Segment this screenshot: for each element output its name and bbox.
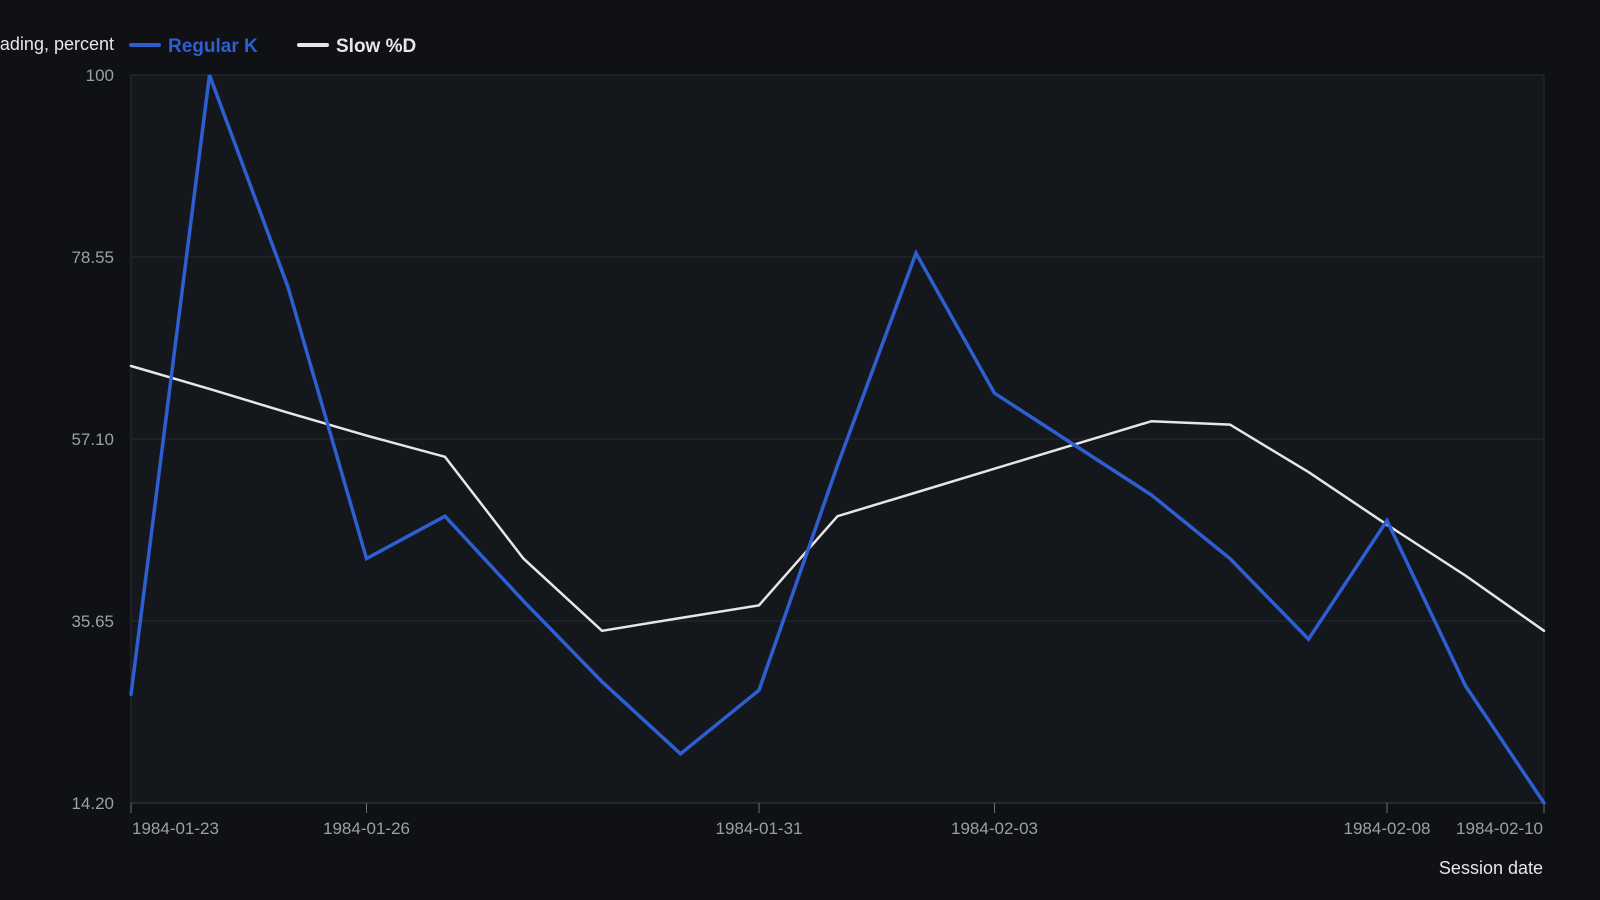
y-tick-label: 14.20 [71,794,114,813]
x-tick-label: 1984-02-08 [1344,819,1431,838]
legend-label: Slow %D [336,36,416,57]
y-tick-label: 35.65 [71,612,114,631]
x-tick-label: 1984-02-10 [1456,819,1543,838]
x-tick-label: 1984-01-26 [323,819,410,838]
y-axis-ticks: 14.20 35.65 57.10 78.55 100 [71,66,114,813]
x-axis-title: Session date [1439,858,1543,878]
y-tick-label: 78.55 [71,248,114,267]
x-tick-label: 1984-01-31 [716,819,803,838]
series-line-regular-k [129,74,1546,805]
y-axis-title: Oscillator reading, percent [0,34,114,54]
y-tick-label: 57.10 [71,430,114,449]
x-tick-label: 1984-02-03 [951,819,1038,838]
legend-label: Regular K [168,36,258,57]
legend: Regular K Slow %D [129,36,416,57]
gridlines [131,256,1544,622]
series-line-slow-d [129,364,1546,633]
y-tick-label: 100 [86,66,114,85]
x-axis-ticks: 1984-01-23 1984-01-26 1984-01-31 1984-02-03… [130,802,1545,838]
series-lines [129,74,1546,805]
x-tick-label: 1984-01-23 [132,819,219,838]
